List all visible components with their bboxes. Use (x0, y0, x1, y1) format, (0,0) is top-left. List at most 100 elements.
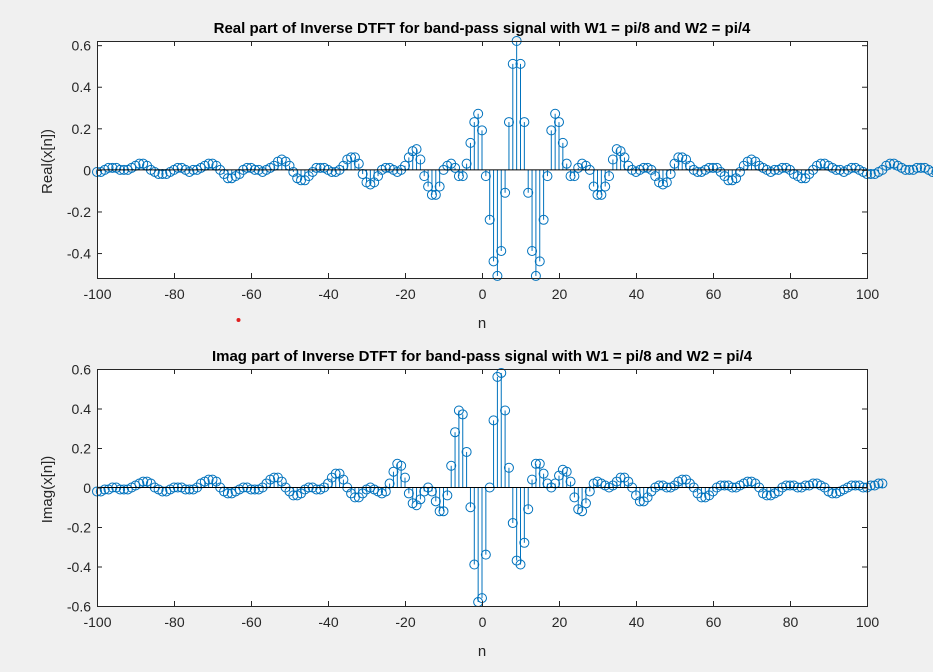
imag-part-marker (538, 468, 549, 479)
real-part-x-tick-label: -60 (241, 286, 261, 302)
imag-part-marker (634, 496, 645, 507)
imag-part-x-tick-label: -100 (83, 614, 111, 630)
imag-part-marker (338, 474, 349, 485)
real-part-marker (561, 158, 572, 169)
imag-part-marker (311, 484, 322, 495)
imag-part-marker (438, 506, 449, 517)
imag-part-axes[interactable]: Imag part of Inverse DTFT for band-pass … (39, 348, 888, 660)
real-part-y-tick-label: -0.2 (67, 204, 91, 220)
imag-part-marker (446, 460, 457, 471)
real-part-marker (453, 171, 464, 182)
real-part-y-tick-label: 0.4 (72, 79, 92, 95)
real-part-marker (557, 137, 568, 148)
real-part-marker (311, 162, 322, 173)
imag-part-marker (615, 472, 626, 483)
imag-part-marker (750, 478, 761, 489)
imag-part-x-tick-label: -80 (164, 614, 184, 630)
imag-part-y-tick-label: 0.4 (72, 401, 92, 417)
imag-part-marker (453, 405, 464, 416)
imag-part-marker (203, 474, 214, 485)
real-part-x-tick-label: 40 (629, 286, 645, 302)
real-part-marker (900, 164, 911, 175)
imag-part-marker (511, 555, 522, 566)
real-part-marker (569, 171, 580, 182)
imag-part-marker (877, 478, 888, 489)
imag-part-marker (708, 486, 718, 497)
real-part-marker (457, 171, 468, 182)
imag-part-marker (288, 490, 299, 501)
real-part-marker (353, 158, 364, 169)
real-part-marker (534, 256, 545, 267)
real-part-x-label: n (478, 315, 486, 332)
imag-part-marker (519, 537, 530, 548)
real-part-marker (507, 58, 518, 69)
real-part-marker (242, 162, 253, 173)
real-part-marker (527, 245, 538, 256)
imag-part-marker (527, 474, 538, 485)
real-part-x-tick-label: 20 (552, 286, 568, 302)
imag-part-marker (400, 472, 410, 483)
real-part-x-tick-label: 80 (783, 286, 799, 302)
imag-part-marker (145, 478, 156, 489)
real-part-marker (469, 117, 480, 128)
imag-part-marker (638, 496, 649, 507)
imag-part-marker (808, 478, 819, 489)
real-part-marker (380, 162, 391, 173)
real-part-marker (596, 189, 607, 200)
imag-part-marker (742, 476, 753, 487)
imag-part-marker (565, 476, 576, 487)
imag-part-marker (761, 490, 772, 501)
real-part-marker (473, 108, 484, 119)
imag-part-marker (442, 490, 453, 501)
imag-part-marker (719, 480, 730, 491)
imag-part-y-label: Imag(x[n]) (39, 456, 56, 524)
real-part-y-label: Real(x[n]) (39, 129, 56, 194)
imag-part-marker (500, 405, 511, 416)
imag-part-marker (349, 492, 360, 503)
imag-part-marker (619, 472, 630, 483)
real-part-marker (708, 162, 718, 173)
real-part-marker (203, 158, 214, 169)
real-part-marker (912, 162, 923, 173)
imag-part-ticks: -100 -80 -60 -40 -20 0 20 40 60 80 100 -0.6 -0.4 -0.2… (67, 362, 880, 631)
imag-part-marker (326, 472, 337, 483)
real-part-x-tick-label: -80 (164, 286, 184, 302)
real-part-marker (565, 171, 576, 182)
imag-part-marker (118, 484, 129, 495)
real-part-marker (523, 187, 534, 198)
imag-part-marker (873, 478, 884, 489)
imag-part-marker (99, 484, 110, 495)
imag-part-marker (488, 415, 499, 426)
real-part-marker (796, 173, 807, 184)
imag-part-y-tick-label: -0.6 (67, 599, 91, 615)
real-part-marker (604, 171, 615, 182)
imag-part-marker (388, 466, 399, 477)
real-part-marker (723, 175, 734, 186)
imag-part-x-tick-label: -60 (241, 614, 261, 630)
imag-part-marker (426, 486, 437, 497)
imag-part-marker (296, 488, 307, 499)
imag-part-marker (380, 486, 391, 497)
real-part-marker (326, 166, 337, 177)
real-part-marker (480, 171, 491, 182)
imag-part-x-tick-label: -40 (318, 614, 338, 630)
real-part-marker (415, 154, 426, 165)
imag-part-marker (684, 478, 695, 489)
imag-part-marker (450, 427, 461, 438)
real-part-marker (546, 125, 557, 136)
imag-part-marker (534, 458, 545, 469)
imag-part-marker (480, 549, 491, 560)
real-part-marker (296, 175, 307, 186)
imag-part-marker (461, 446, 472, 457)
imag-part-marker (850, 480, 861, 491)
imag-part-marker (704, 490, 715, 501)
imag-part-marker (827, 488, 838, 499)
real-part-axes[interactable]: Real part of Inverse DTFT for band-pass … (39, 20, 933, 332)
imag-part-x-tick-label: 60 (706, 614, 722, 630)
imag-part-marker (654, 480, 665, 491)
real-part-marker (607, 154, 618, 165)
imag-part-x-tick-label: 40 (629, 614, 645, 630)
imag-part-marker (157, 486, 168, 497)
imag-part-x-tick-label: 20 (552, 614, 568, 630)
real-part-x-tick-label: -40 (318, 286, 338, 302)
